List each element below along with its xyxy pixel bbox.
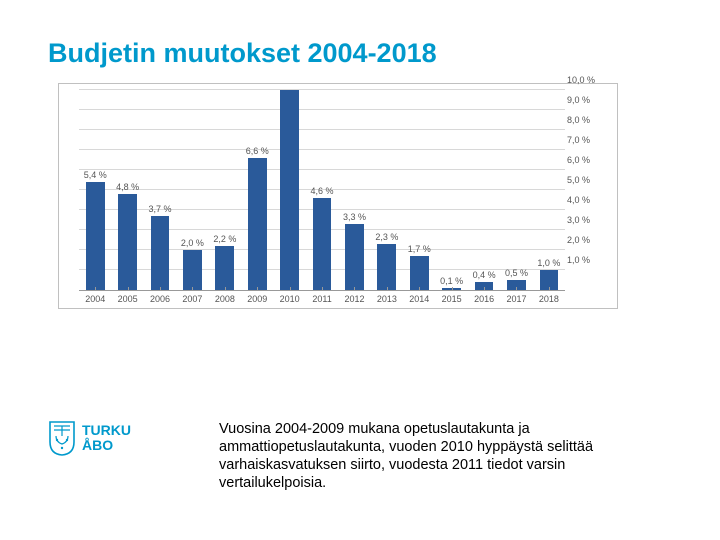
bar: 4,8 % — [118, 194, 137, 290]
bar-slot: 0,1 % — [435, 90, 467, 290]
bar-slot: 0,4 % — [468, 90, 500, 290]
x-tick-label: 2008 — [209, 291, 241, 304]
x-tick-label: 2004 — [79, 291, 111, 304]
y-tick-label: 5,0 % — [567, 175, 607, 185]
y-tick-label: 6,0 % — [567, 155, 607, 165]
bar-value-label: 2,2 % — [213, 234, 236, 244]
plot-area: 1,0 % 2,0 % 3,0 % 4,0 % 5,0 % 6,0 % 7,0 % 8,0 %… — [69, 90, 607, 290]
bar-value-label: 1,7 % — [408, 244, 431, 254]
bar-value-label: 2,3 % — [375, 232, 398, 242]
x-tick-label: 2011 — [306, 291, 338, 304]
caption-text: Vuosina 2004-2009 mukana opetuslautakunt… — [219, 420, 639, 493]
bar: 5,4 % — [86, 182, 105, 290]
bar: 3,7 % — [151, 216, 170, 290]
slide: Budjetin muutokset 2004-2018 1,0 % 2,0 % 3… — [0, 0, 720, 540]
bar: 6,6 % — [248, 158, 267, 290]
bar-slot: 2,0 % — [176, 90, 208, 290]
bar-slot: 2,3 % — [371, 90, 403, 290]
x-tick-label: 2017 — [500, 291, 532, 304]
bar-value-label: 1,0 % — [537, 258, 560, 268]
bar-value-label: 6,6 % — [246, 146, 269, 156]
bar-value-label: 0,5 % — [505, 268, 528, 278]
x-tick-label: 2014 — [403, 291, 435, 304]
logo-line1: TURKU — [82, 423, 131, 438]
x-tick-label: 2010 — [273, 291, 305, 304]
page-title: Budjetin muutokset 2004-2018 — [48, 38, 672, 69]
bar-slot: 5,4 % — [79, 90, 111, 290]
bar: 4,6 % — [313, 198, 332, 290]
bar-slot: 4,6 % — [306, 90, 338, 290]
bar-slot: 0,5 % — [500, 90, 532, 290]
bar-slot: 1,7 % — [403, 90, 435, 290]
bar-value-label: 2,0 % — [181, 238, 204, 248]
y-tick-label: 4,0 % — [567, 195, 607, 205]
bar: 2,3 % — [377, 244, 396, 290]
logo-line2: ÅBO — [82, 438, 131, 453]
bar-slot: 3,7 % — [144, 90, 176, 290]
x-tick-label: 2016 — [468, 291, 500, 304]
bar-slot — [273, 90, 305, 290]
bar: 1,7 % — [410, 256, 429, 290]
x-tick-label: 2012 — [338, 291, 370, 304]
turku-shield-icon — [48, 420, 76, 456]
bar-value-label: 0,4 % — [473, 270, 496, 280]
x-tick-label: 2007 — [176, 291, 208, 304]
x-axis: 2004200520062007200820092010201120122013… — [79, 290, 565, 304]
bar-value-label: 4,8 % — [116, 182, 139, 192]
x-tick-label: 2006 — [144, 291, 176, 304]
bar-slot: 2,2 % — [209, 90, 241, 290]
bar-slot: 6,6 % — [241, 90, 273, 290]
bar-value-label: 4,6 % — [311, 186, 334, 196]
bar — [280, 90, 299, 290]
bar-value-label: 3,7 % — [149, 204, 172, 214]
x-tick-label: 2013 — [371, 291, 403, 304]
y-tick-label: 9,0 % — [567, 95, 607, 105]
y-tick-label: 8,0 % — [567, 115, 607, 125]
x-tick-label: 2009 — [241, 291, 273, 304]
x-tick-label: 2015 — [435, 291, 467, 304]
logo-text: TURKU ÅBO — [82, 423, 131, 452]
bar: 3,3 % — [345, 224, 364, 290]
bar-slot: 4,8 % — [111, 90, 143, 290]
x-tick-label: 2018 — [533, 291, 565, 304]
bar: 2,2 % — [215, 246, 234, 290]
x-tick-label: 2005 — [111, 291, 143, 304]
y-tick-label: 10,0 % — [567, 75, 607, 85]
bar-slot: 3,3 % — [338, 90, 370, 290]
bars-container: 5,4 % 4,8 % 3,7 % 2,0 % 2,2 % 6,6 % 4,6 % 3,3 %… — [79, 90, 565, 290]
bar-value-label: 5,4 % — [84, 170, 107, 180]
bar-value-label: 0,1 % — [440, 276, 463, 286]
y-tick-label: 2,0 % — [567, 235, 607, 245]
logo: TURKU ÅBO — [48, 420, 131, 456]
y-tick-label: 7,0 % — [567, 135, 607, 145]
bar: 2,0 % — [183, 250, 202, 290]
bar-value-label: 3,3 % — [343, 212, 366, 222]
bar-slot: 1,0 % — [533, 90, 565, 290]
footer: TURKU ÅBO Vuosina 2004-2009 mukana opetu… — [48, 420, 672, 493]
bar-chart: 1,0 % 2,0 % 3,0 % 4,0 % 5,0 % 6,0 % 7,0 % 8,0 %… — [58, 83, 618, 309]
y-tick-label: 3,0 % — [567, 215, 607, 225]
y-tick-label: 1,0 % — [567, 255, 607, 265]
